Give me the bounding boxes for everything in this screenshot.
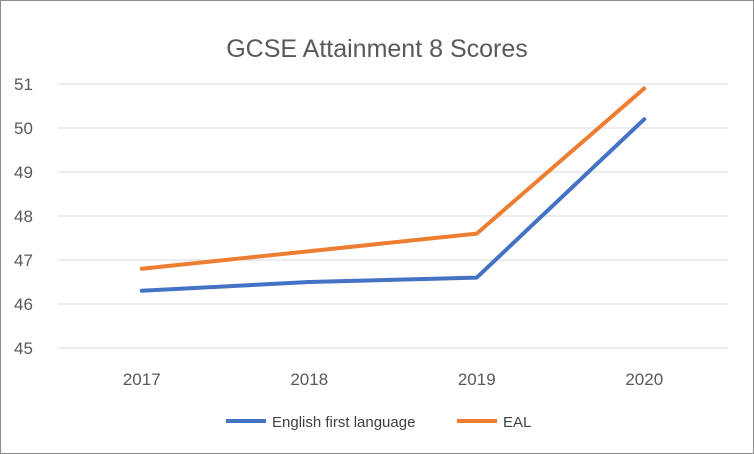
y-tick-label: 48 [14,207,33,226]
series-line-0 [139,117,647,293]
y-tick-label: 50 [14,119,33,138]
y-tick-label: 47 [14,251,33,270]
y-axis-tick-labels: 45 46 47 48 49 50 51 [14,75,33,358]
x-tick-label: 2017 [123,370,161,389]
gridlines [58,83,728,349]
series-lines [139,86,647,293]
series-line-1 [139,86,647,271]
y-tick-label: 49 [14,163,33,182]
legend: English first language EAL [226,414,531,431]
y-tick-label: 45 [14,339,33,358]
legend-label: English first language [272,414,415,431]
y-tick-label: 46 [14,295,33,314]
x-tick-label: 2020 [625,370,663,389]
x-tick-label: 2019 [458,370,496,389]
legend-label: EAL [503,414,531,431]
y-tick-label: 51 [14,75,33,94]
x-tick-label: 2018 [290,370,328,389]
chart-title: GCSE Attainment 8 Scores [226,35,528,63]
x-axis-tick-labels: 2017 2018 2019 2020 [123,370,663,389]
